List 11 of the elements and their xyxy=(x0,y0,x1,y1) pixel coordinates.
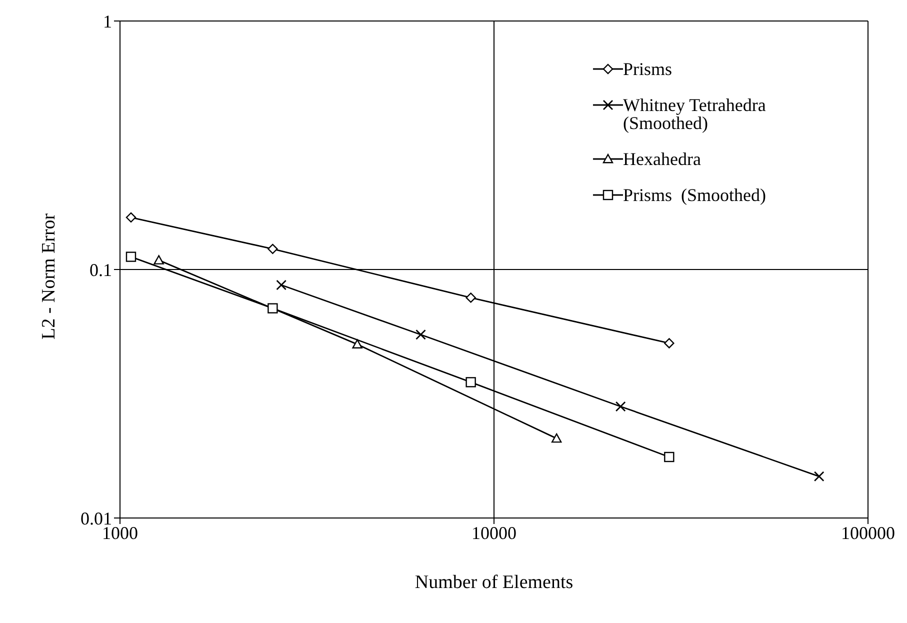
legend-label: Hexahedra xyxy=(623,149,701,169)
legend-label: Whitney Tetrahedra (Smoothed) xyxy=(623,95,767,133)
x-axis-title: Number of Elements xyxy=(414,572,574,593)
y-tick-label: 0.01 xyxy=(80,508,112,528)
x-tick-label: 10000 xyxy=(472,522,516,543)
x-tick-label: 100000 xyxy=(841,522,895,543)
y-tick-label: 1 xyxy=(103,11,112,32)
y-tick-label: 0.1 xyxy=(90,260,112,280)
y-axis-title: L2 - Norm Error xyxy=(38,212,60,340)
legend-label: Prisms xyxy=(623,59,672,79)
legend-label: Prisms (Smoothed) xyxy=(623,185,766,205)
